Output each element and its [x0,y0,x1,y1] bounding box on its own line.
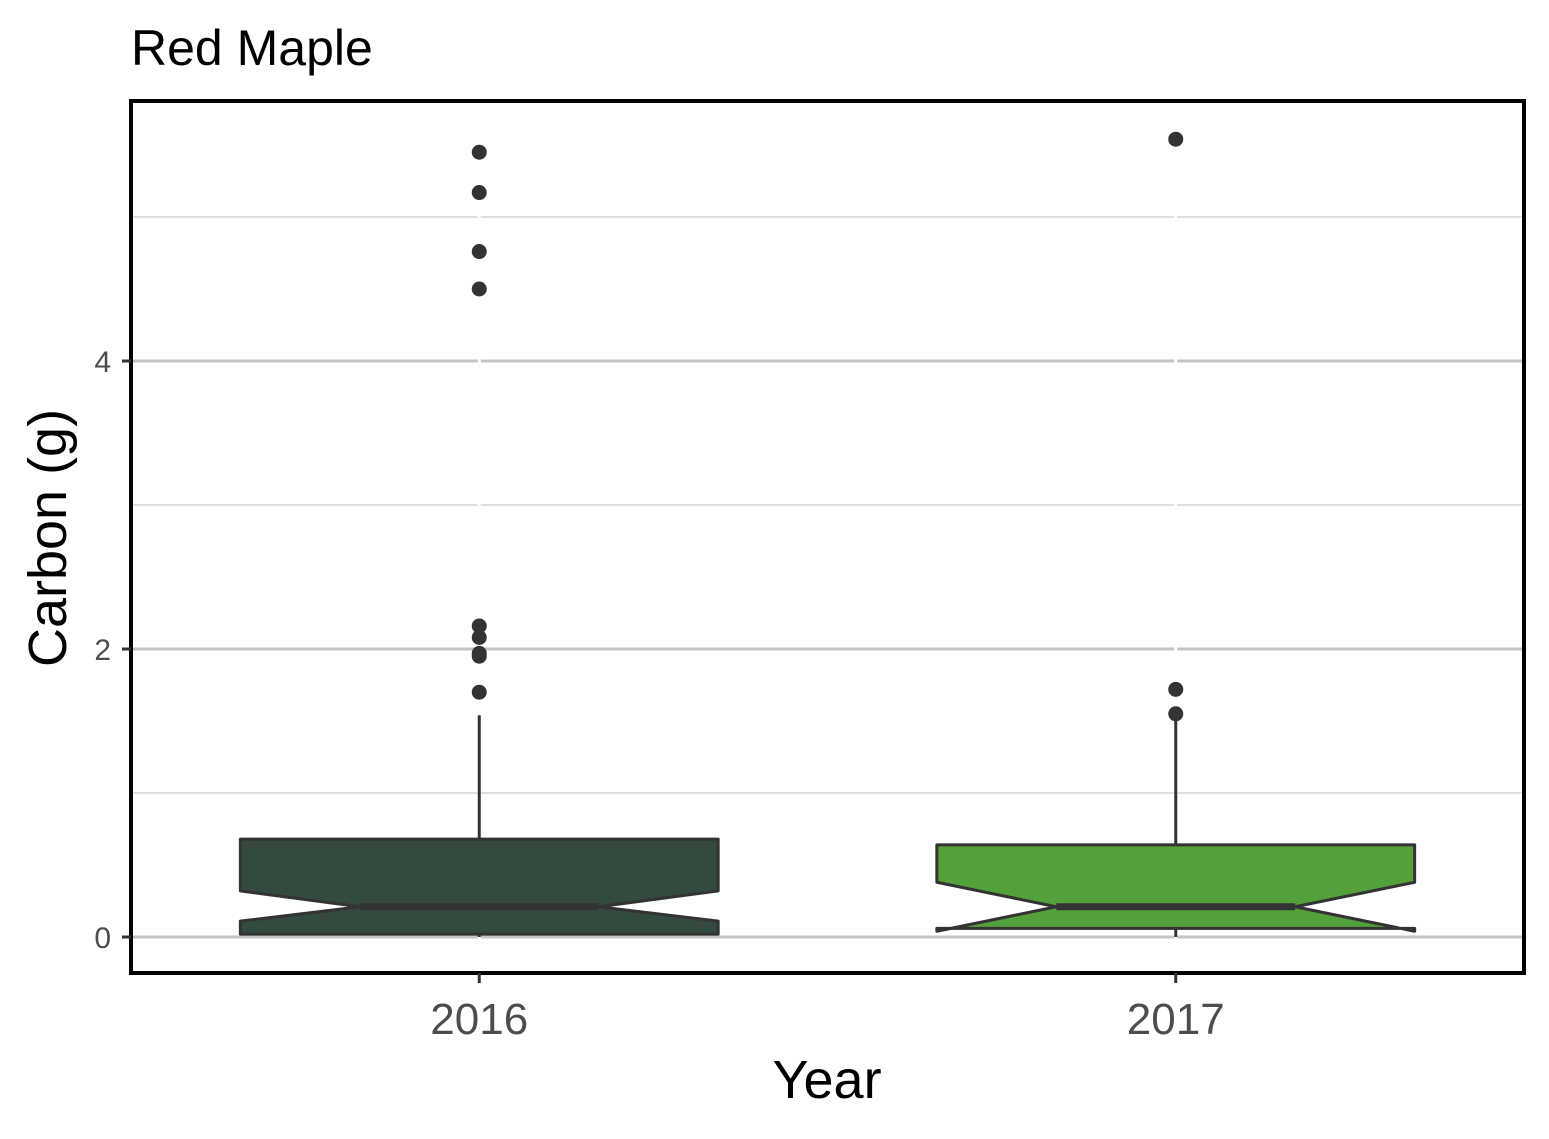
y-tick-label: 0 [94,922,111,955]
outlier-point [471,281,487,297]
x-axis-title: Year [772,1050,881,1110]
y-axis-title: Carbon (g) [18,409,78,667]
outlier-point [1168,706,1184,722]
outlier-point [471,618,487,634]
outlier-point [471,244,487,260]
x-tick-label: 2016 [430,995,528,1044]
outlier-point [471,684,487,700]
box-group-2016 [238,144,720,937]
chart-title: Red Maple [131,20,373,76]
y-tick-label: 4 [94,346,111,379]
outlier-point [471,645,487,661]
box-body [238,837,720,936]
outlier-point [471,144,487,160]
panel-border [129,99,1526,975]
box-group-2017 [935,131,1417,937]
x-tick-label: 2017 [1127,995,1225,1044]
box-body [935,843,1417,933]
outlier-point [1168,681,1184,697]
outlier-point [471,185,487,201]
outlier-point [1168,131,1184,147]
y-tick-label: 2 [94,634,111,667]
box-layer [238,131,1417,937]
y-tick-layer: 0 2 4 [94,346,131,955]
x-tick-layer: 2016 2017 [430,973,1225,1044]
outlier-point [471,629,487,645]
